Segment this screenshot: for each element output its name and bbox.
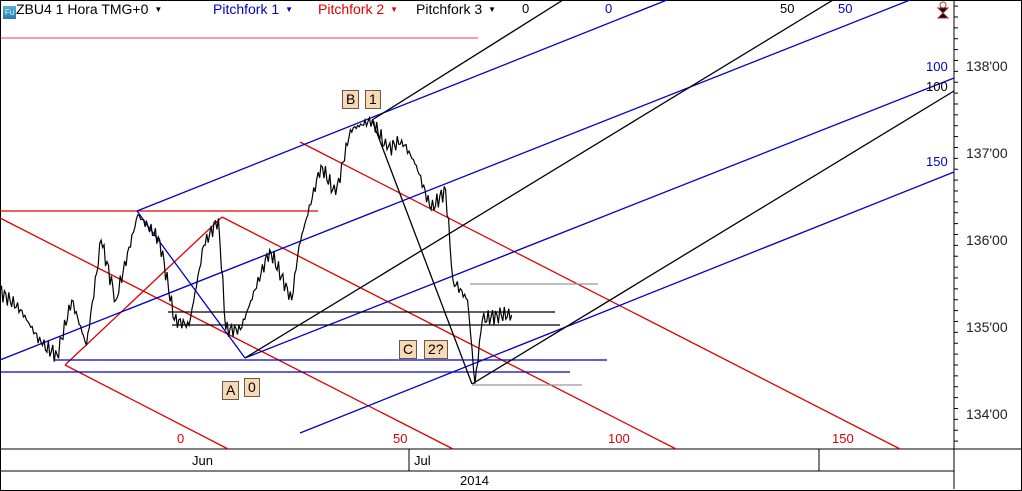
pitchfork-3-level: 50	[780, 1, 795, 16]
y-tick-label: 134'00	[966, 406, 1008, 422]
pitchfork-1-level-50[interactable]	[0, 0, 911, 361]
pitchfork-1-level: 150	[926, 154, 948, 169]
point-tag-c[interactable]: C	[399, 340, 418, 359]
pitchfork-3-menu[interactable]: Pitchfork 3 ▼	[416, 1, 496, 17]
y-axis-ticks	[954, 5, 958, 442]
pitchfork-1-level: 100	[926, 59, 948, 74]
triangle-down-icon[interactable]: ▼	[488, 5, 497, 14]
pitchfork-2-level: 100	[608, 431, 630, 446]
x-tick-label: Jul	[414, 453, 431, 468]
pitchfork-3-level: 0	[522, 1, 530, 16]
y-tick-label: 135'00	[966, 319, 1008, 335]
symbol-menu[interactable]: Fu ZBU4 1 Hora TMG+0 ▼	[3, 1, 162, 19]
pitchfork-1-level: 0	[605, 1, 613, 16]
point-tag-b[interactable]: B	[342, 90, 360, 109]
pitchfork-3-handle[interactable]	[371, 119, 473, 385]
point-tag-1[interactable]: 1	[365, 90, 381, 109]
pitchfork-2-label: Pitchfork 2	[318, 1, 385, 17]
price-series	[0, 115, 513, 384]
year-label: 2014	[460, 473, 489, 488]
point-tag-a[interactable]: A	[222, 381, 240, 400]
point-tag-2[interactable]: 2?	[424, 340, 448, 359]
pitchfork-3-level-0[interactable]	[371, 0, 564, 121]
triangle-down-icon[interactable]: ▼	[154, 5, 163, 14]
pitchfork-1-level-0[interactable]	[136, 0, 668, 212]
x-tick-label: Jun	[192, 453, 213, 468]
pitchfork-2-menu[interactable]: Pitchfork 2 ▼	[318, 1, 398, 17]
pitchfork-2-level: 0	[177, 431, 185, 446]
pitchfork-drawings[interactable]	[0, 0, 955, 450]
triangle-down-icon[interactable]: ▼	[285, 5, 294, 14]
pitchfork-1-menu[interactable]: Pitchfork 1 ▼	[213, 1, 293, 17]
pitchfork-2-level-150[interactable]	[299, 141, 901, 450]
y-tick-label: 136'00	[966, 232, 1008, 248]
pitchfork-3-level-100[interactable]	[471, 90, 955, 385]
pitchfork-1-level: 50	[838, 1, 853, 16]
hourglass-icon[interactable]	[936, 1, 950, 19]
point-tag-0[interactable]: 0	[244, 378, 260, 397]
pitchfork-3-level: 100	[926, 79, 948, 94]
pitchfork-1-level-150[interactable]	[299, 171, 955, 434]
pitchfork-2-level: 150	[832, 431, 854, 446]
pitchfork-2-level: 50	[393, 431, 408, 446]
pitchfork-1-label: Pitchfork 1	[213, 1, 280, 17]
pitchfork-2-level-0[interactable]	[64, 364, 229, 450]
pitchfork-1-level-100[interactable]	[244, 77, 955, 359]
pitchfork-3-level-50[interactable]	[244, 0, 834, 359]
y-tick-label: 138'00	[966, 58, 1008, 74]
triangle-down-icon[interactable]: ▼	[390, 5, 399, 14]
symbol-label: ZBU4 1 Hora TMG+0	[16, 1, 149, 17]
y-tick-label: 137'00	[966, 145, 1008, 161]
fu-app-icon: Fu	[3, 6, 16, 19]
pitchfork-2-level-100[interactable]	[221, 216, 677, 450]
pitchfork-3-label: Pitchfork 3	[416, 1, 483, 17]
